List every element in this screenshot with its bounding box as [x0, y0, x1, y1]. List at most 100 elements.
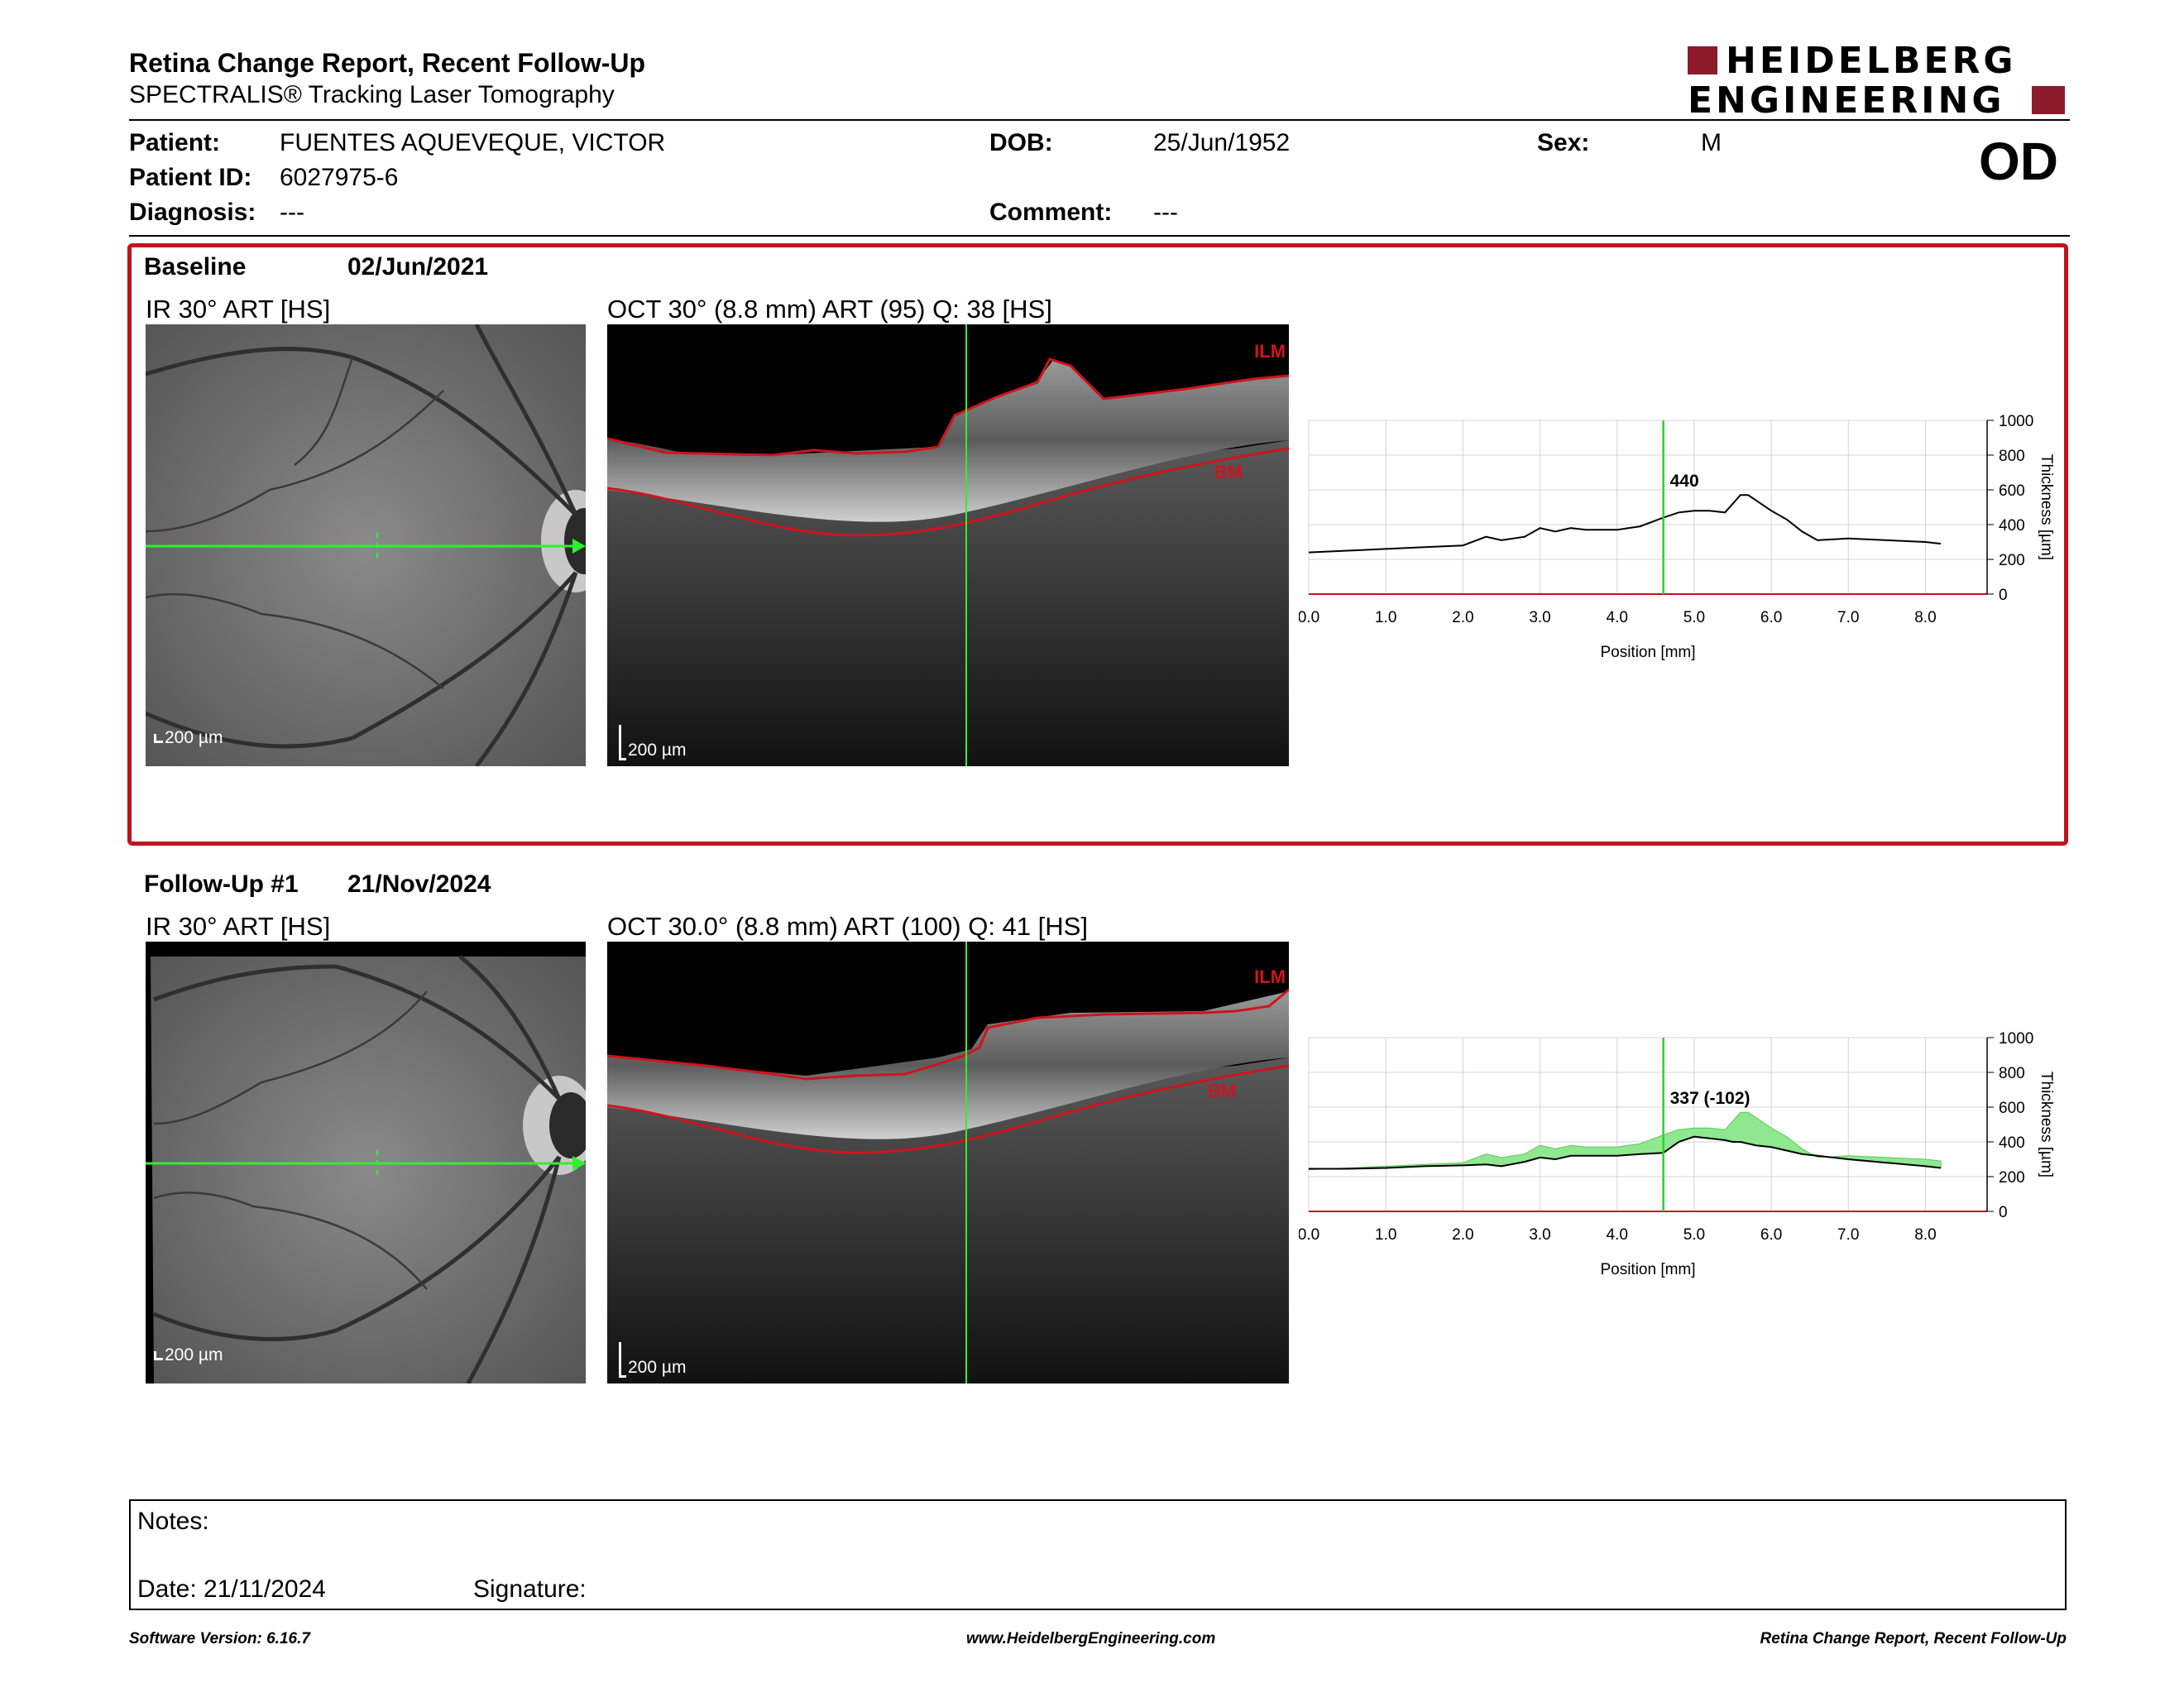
footer-software-version: Software Version: 6.16.7 — [129, 1630, 310, 1647]
chart-marker-value: 337 (-102) — [1670, 1089, 1751, 1108]
chart-plot-area — [1308, 420, 1988, 595]
chart-xtick-label: 4.0 — [1607, 609, 1628, 626]
chart-xtick-label: 1.0 — [1375, 609, 1396, 626]
chart-xtick-label: 5.0 — [1684, 609, 1705, 626]
baseline-ir-title: IR 30° ART [HS] — [146, 295, 331, 324]
followup-thickness-svg: 0.0 1.0 2.0 3.0 4.0 5.0 6.0 7.0 8.0 0 200 400 600 800… — [1298, 1030, 2055, 1278]
chart-series-line — [1308, 494, 1942, 554]
followup-scan-line[interactable] — [146, 942, 586, 1383]
diagnosis-label: Diagnosis: — [129, 199, 256, 226]
chart-xtick-label: 7.0 — [1837, 1226, 1859, 1244]
baseline-ilm-label: ILM — [1254, 341, 1286, 362]
followup-label: Follow-Up #1 — [144, 870, 299, 898]
scale-bar-icon — [154, 1351, 163, 1360]
baseline-date: 02/Jun/2021 — [347, 253, 489, 281]
chart-plot-area — [1308, 1037, 1988, 1212]
followup-date: 21/Nov/2024 — [347, 870, 491, 898]
baseline-label: Baseline — [144, 253, 247, 281]
chart-xlabel: Position [mm] — [1600, 1261, 1695, 1278]
chart-xtick-label: 8.0 — [1914, 1226, 1936, 1244]
logo-line-2: ENGINEERING — [1688, 79, 2005, 122]
notes-box[interactable]: Notes: Date: 21/11/2024 Signature: — [129, 1499, 2067, 1610]
chart-ytick-label: 800 — [1999, 448, 2025, 465]
chart-xtick-label: 3.0 — [1529, 609, 1550, 626]
chart-marker-value: 440 — [1670, 472, 1699, 491]
report-title: Retina Change Report, Recent Follow-Up — [129, 48, 646, 78]
chart-ytick-label: 1000 — [1999, 413, 2033, 430]
header-rule — [129, 119, 2070, 121]
followup-oct-scale-text: 200 µm — [628, 1358, 687, 1377]
chart-ytick-label: 200 — [1999, 1169, 2025, 1187]
chart-ytick-label: 0 — [1999, 587, 2008, 604]
scale-bar-icon — [619, 1342, 626, 1378]
baseline-thickness-chart: 0.0 1.0 2.0 3.0 4.0 5.0 6.0 7.0 8.0 0 200 400 600 800… — [1298, 410, 2093, 683]
patient-name: FUENTES AQUEVEQUE, VICTOR — [280, 129, 666, 156]
notes-label: Notes: — [137, 1508, 209, 1535]
chart-ytick-label: 800 — [1999, 1065, 2025, 1082]
baseline-thickness-svg: 0.0 1.0 2.0 3.0 4.0 5.0 6.0 7.0 8.0 0 200 400 600 800… — [1298, 413, 2055, 661]
followup-oct-title: OCT 30.0° (8.8 mm) ART (100) Q: 41 [HS] — [607, 912, 1088, 941]
baseline-ir-fundus-image[interactable]: 200 µm — [146, 324, 586, 766]
scale-bar-icon — [154, 734, 163, 743]
chart-series-line — [1309, 1135, 1942, 1170]
footer-url[interactable]: www.HeidelbergEngineering.com — [966, 1630, 1216, 1647]
chart-xtick-label: 7.0 — [1837, 609, 1859, 626]
chart-ytick-label: 200 — [1999, 552, 2025, 569]
comment-value: --- — [1153, 199, 1178, 226]
baseline-bm-label: BM — [1214, 462, 1243, 482]
followup-ir-scale: 200 µm — [154, 1345, 223, 1365]
baseline-ir-scale-text: 200 µm — [165, 728, 223, 747]
followup-thickness-chart: 0.0 1.0 2.0 3.0 4.0 5.0 6.0 7.0 8.0 0 200 400 600 800… — [1298, 1028, 2093, 1301]
report-subtitle: SPECTRALIS® Tracking Laser Tomography — [129, 81, 615, 108]
followup-fundus-drawing — [151, 955, 586, 1383]
followup-ir-fundus-image[interactable]: 200 µm — [146, 942, 586, 1383]
followup-bm-label: BM — [1208, 1081, 1237, 1101]
chart-ytick-label: 400 — [1999, 1134, 2025, 1152]
chart-ytick-label: 400 — [1999, 517, 2025, 535]
chart-xtick-label: 5.0 — [1684, 1226, 1705, 1244]
chart-ytick-label: 600 — [1999, 482, 2025, 500]
comment-label: Comment: — [989, 199, 1113, 226]
baseline-oct-title: OCT 30° (8.8 mm) ART (95) Q: 38 [HS] — [607, 295, 1052, 324]
baseline-oct-bscan-image[interactable]: ILM BM 200 µm — [607, 324, 1289, 766]
notes-date: Date: 21/11/2024 — [137, 1575, 326, 1603]
baseline-ir-scale: 200 µm — [154, 728, 223, 748]
chart-ylabel: Thickness [µm] — [2038, 1072, 2055, 1177]
diagnosis-value: --- — [280, 199, 304, 226]
patient-id-label: Patient ID: — [129, 164, 252, 191]
chart-ytick-label: 600 — [1999, 1100, 2025, 1117]
followup-oct-bscan-image[interactable]: ILM BM 200 µm — [607, 942, 1289, 1383]
baseline-bscan-drawing — [607, 324, 1289, 766]
followup-oct-scale: 200 µm — [619, 1342, 686, 1378]
followup-ilm-label: ILM — [1254, 966, 1286, 987]
sex-label: Sex: — [1537, 129, 1590, 156]
chart-xtick-label: 3.0 — [1529, 1226, 1550, 1244]
baseline-oct-scale-text: 200 µm — [628, 741, 687, 760]
eye-indicator: OD — [1979, 132, 2058, 191]
chart-xlabel: Position [mm] — [1600, 644, 1695, 661]
chart-xtick-label: 0.0 — [1299, 609, 1320, 626]
chart-xtick-label: 2.0 — [1452, 609, 1473, 626]
logo-square-top — [1688, 46, 1717, 74]
logo-line-1: HEIDELBERG — [1726, 40, 2017, 82]
logo-square-bottom — [2032, 86, 2065, 114]
notes-signature-label: Signature: — [473, 1575, 587, 1603]
chart-xtick-label: 2.0 — [1452, 1226, 1473, 1244]
patient-id: 6027975-6 — [280, 164, 399, 191]
baseline-scan-line[interactable] — [146, 324, 586, 766]
chart-ytick-label: 0 — [1999, 1204, 2008, 1221]
chart-xtick-label: 8.0 — [1914, 609, 1936, 626]
baseline-selection-frame[interactable] — [127, 243, 2068, 846]
footer-report-name: Retina Change Report, Recent Follow-Up — [1760, 1630, 2067, 1647]
patient-rule — [129, 235, 2070, 237]
chart-ytick-label: 1000 — [1999, 1030, 2033, 1048]
followup-ir-scale-text: 200 µm — [165, 1345, 223, 1364]
sex-value: M — [1701, 129, 1722, 156]
patient-label: Patient: — [129, 129, 221, 156]
followup-ir-title: IR 30° ART [HS] — [146, 912, 331, 941]
followup-bscan-drawing — [607, 942, 1289, 1383]
chart-xtick-label: 0.0 — [1299, 1226, 1320, 1244]
dob-value: 25/Jun/1952 — [1153, 129, 1291, 156]
chart-xtick-label: 4.0 — [1607, 1226, 1628, 1244]
chart-xtick-label: 1.0 — [1375, 1226, 1396, 1244]
